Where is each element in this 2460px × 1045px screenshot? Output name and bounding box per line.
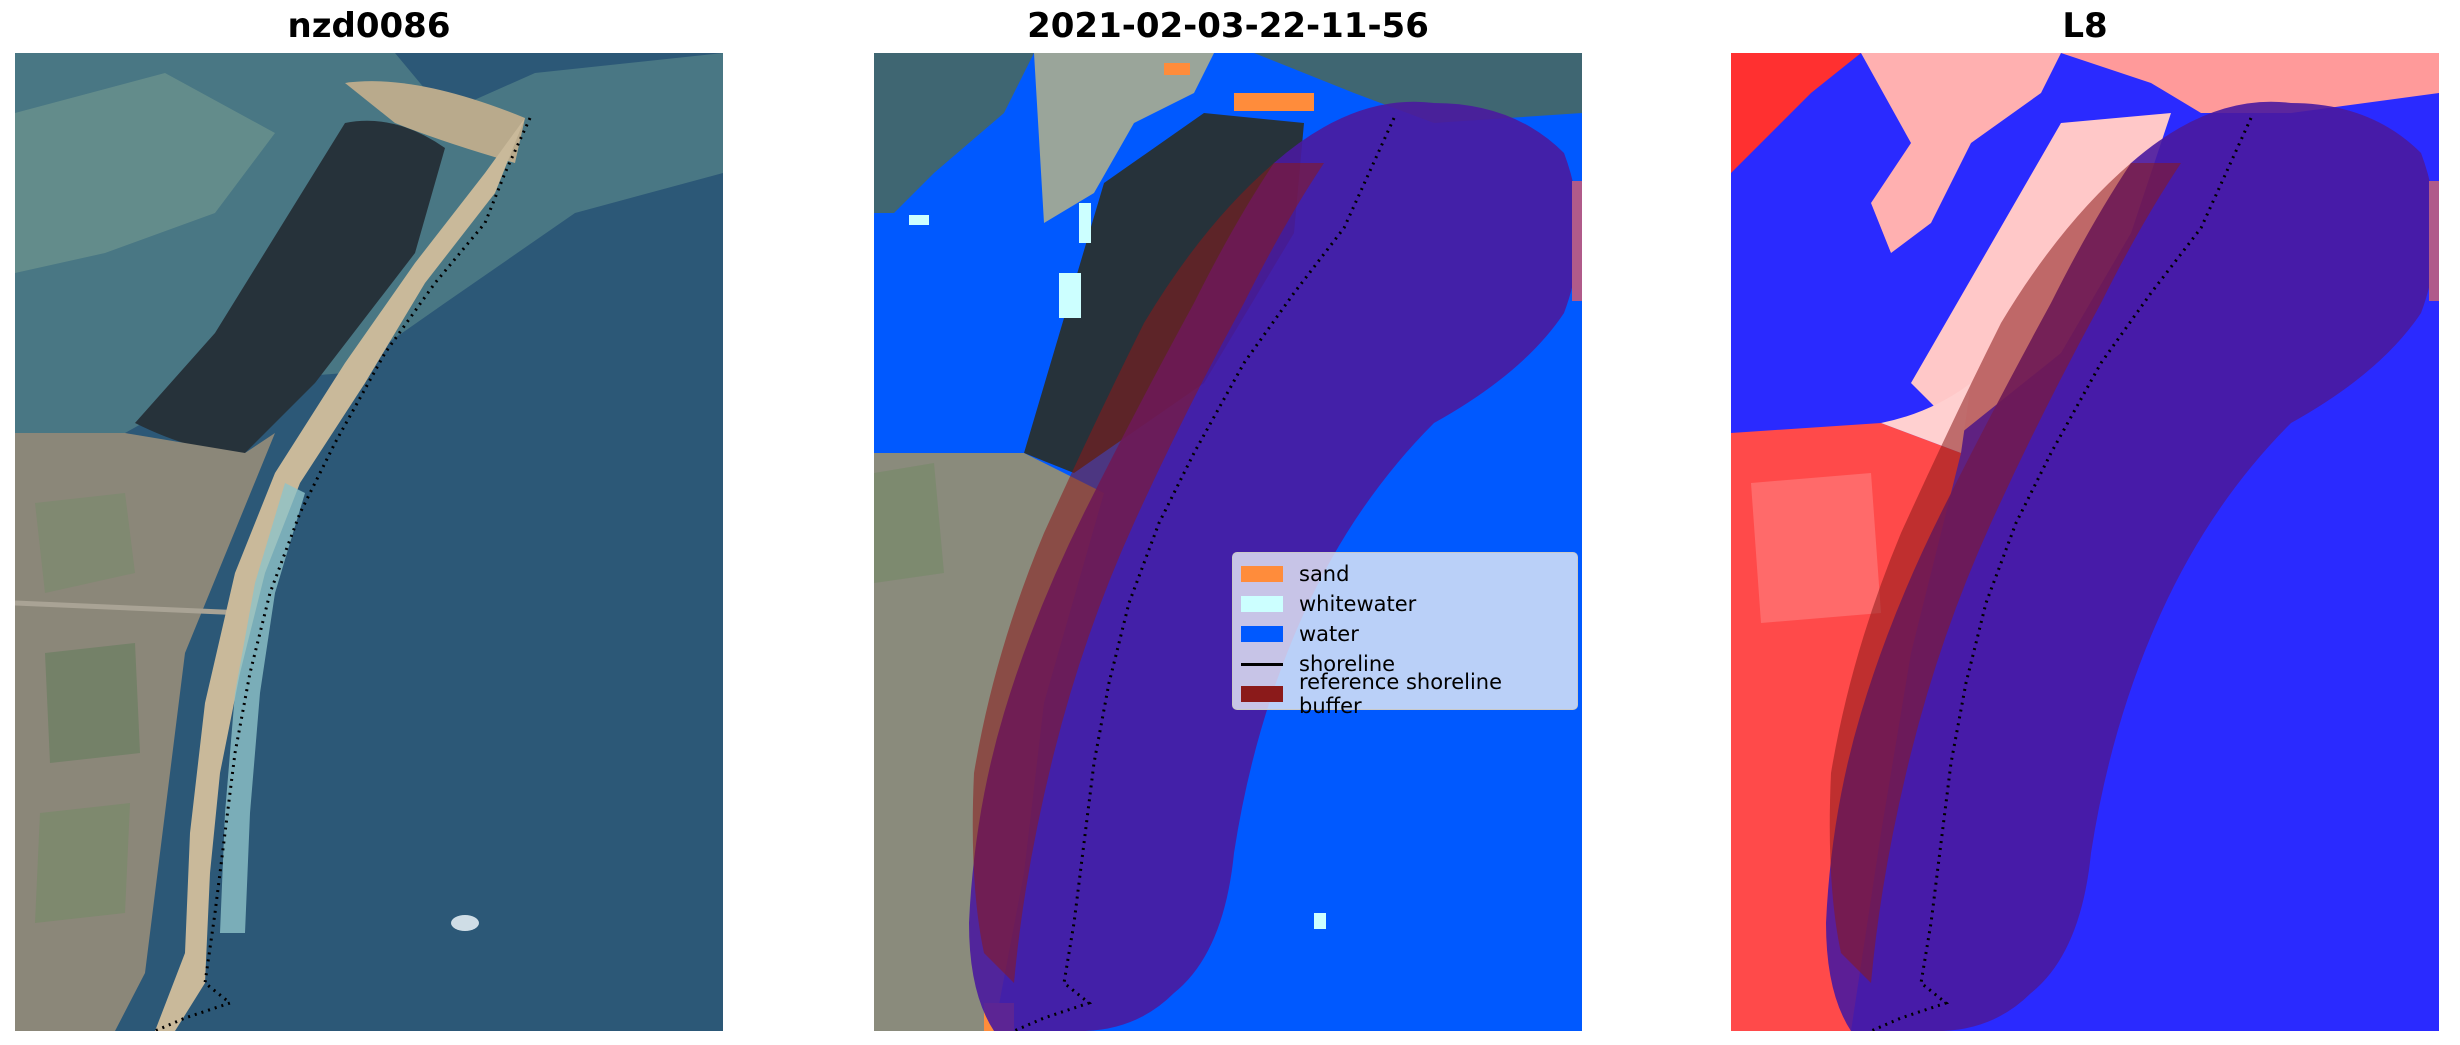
legend-item-buffer: reference shoreline buffer — [1241, 670, 1569, 718]
panel-title-rgb: nzd0086 — [287, 6, 451, 46]
shoreline-line-swatch — [1241, 662, 1283, 666]
legend-label: water — [1299, 622, 1359, 646]
legend-label: whitewater — [1299, 592, 1417, 616]
legend-label: shoreline — [1299, 652, 1396, 676]
legend-item-whitewater: whitewater — [1241, 589, 1569, 619]
panel-title-classification: 2021-02-03-22-11-56 — [1027, 6, 1429, 46]
legend: sand whitewater water shoreline referenc… — [1232, 552, 1578, 718]
rgb-image-panel — [15, 53, 723, 1031]
legend-item-shoreline: shoreline — [1241, 649, 1569, 679]
legend-item-sand: sand — [1241, 559, 1569, 589]
buffer-swatch — [1241, 686, 1283, 702]
legend-label: reference shoreline buffer — [1299, 670, 1503, 718]
panel-title-index: L8 — [2062, 6, 2108, 46]
legend-item-water: water — [1241, 619, 1569, 649]
index-panel — [1731, 53, 2439, 1031]
water-swatch — [1241, 626, 1283, 642]
whitewater-swatch — [1241, 596, 1283, 612]
classification-panel — [874, 53, 1582, 1031]
legend-label: sand — [1299, 562, 1350, 586]
sand-swatch — [1241, 566, 1283, 582]
